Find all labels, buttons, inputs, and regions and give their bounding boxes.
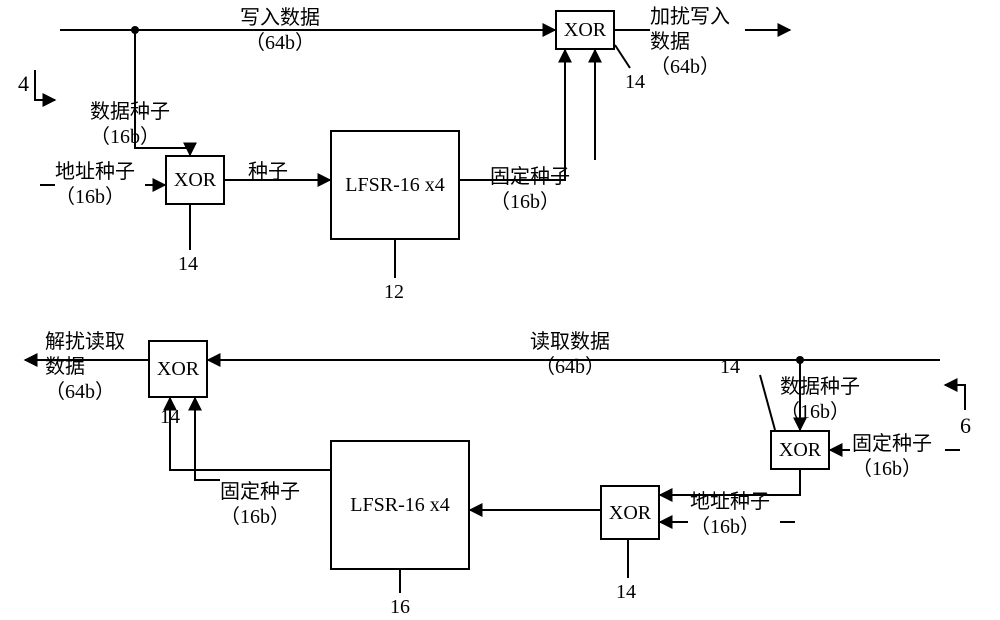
top-data-seed-label: 数据种子 （16b） (90, 100, 170, 150)
bot-xor-a-ref: 14 (720, 355, 740, 380)
bot-xor-a-box: XOR (770, 430, 830, 470)
read-data-label: 读取数据 （64b） (530, 330, 610, 380)
scrambled-write-label: 加扰写入 数据 （64b） (650, 5, 730, 80)
bot-xor-out-ref: 14 (160, 405, 180, 430)
descrambled-read-label: 解扰读取 数据 （64b） (45, 330, 125, 405)
top-xor-write-ref: 14 (625, 70, 645, 95)
bot-fixed-seed-b-label: 固定种子 （16b） (220, 480, 300, 530)
top-seed-label: 种子 (248, 160, 288, 185)
bot-fixed-seed-a-label: 固定种子 （16b） (852, 432, 932, 482)
top-lfsr-box: LFSR-16 x4 (330, 130, 460, 240)
bot-xor-out-box: XOR (148, 340, 208, 398)
top-addr-seed-label: 地址种子 （16b） (55, 160, 135, 210)
diagram-stage: XOR 14 加扰写入 数据 （64b） 写入数据 （64b） 4 数据种子 （… (0, 0, 1000, 618)
bot-lfsr-ref: 16 (390, 595, 410, 620)
bot-addr-seed-label: 地址种子 （16b） (690, 490, 770, 540)
bot-xor-b-box: XOR (600, 485, 660, 540)
top-xor-seed-ref: 14 (178, 252, 198, 277)
top-fixed-seed-label: 固定种子 （16b） (490, 165, 570, 215)
top-xor-write-box: XOR (555, 10, 615, 50)
bot-data-seed-label: 数据种子 （16b） (780, 375, 860, 425)
top-xor-seed-box: XOR (165, 155, 225, 205)
bot-xor-b-ref: 14 (616, 580, 636, 605)
top-ref-4: 4 (18, 70, 29, 98)
top-lfsr-ref: 12 (384, 280, 404, 305)
connectors-svg (0, 0, 1000, 618)
bot-lfsr-box: LFSR-16 x4 (330, 440, 470, 570)
bot-ref-6: 6 (960, 412, 971, 440)
write-data-label: 写入数据 （64b） (240, 6, 320, 56)
